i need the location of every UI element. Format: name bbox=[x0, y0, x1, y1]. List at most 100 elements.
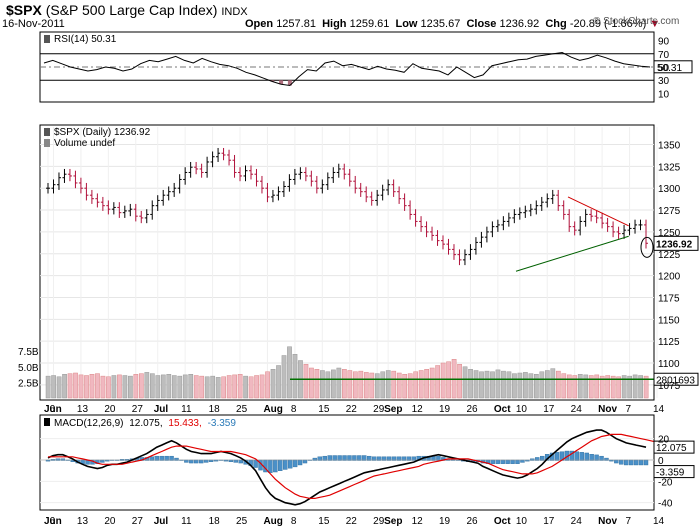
volume-bar bbox=[352, 371, 358, 399]
volume-bar bbox=[435, 365, 440, 399]
price-y-tick: 1225 bbox=[658, 250, 681, 261]
price-y-tick: 1150 bbox=[658, 315, 680, 326]
rsi-legend: RSI(14) 50.31 bbox=[44, 34, 117, 45]
low-label: Low bbox=[395, 18, 418, 30]
price-y-tick: 1250 bbox=[658, 228, 681, 239]
volume-bar bbox=[528, 373, 534, 399]
macd-histogram-bar bbox=[584, 452, 589, 461]
volume-bar bbox=[632, 374, 638, 399]
volume-bar bbox=[402, 374, 408, 399]
volume-bar bbox=[166, 374, 172, 399]
macd-histogram-bar bbox=[579, 452, 584, 461]
macd-histogram-bar bbox=[357, 455, 362, 461]
macd-histogram-bar bbox=[233, 459, 239, 463]
volume-bar bbox=[265, 371, 270, 399]
volume-bar bbox=[67, 373, 73, 399]
volume-bar bbox=[599, 375, 605, 399]
volume-bar bbox=[139, 373, 144, 399]
volume-bar bbox=[210, 375, 216, 399]
macd-y-tick: 20 bbox=[658, 435, 670, 446]
macd-x-tick: Nov bbox=[598, 516, 617, 527]
macd-legend-icon bbox=[44, 418, 50, 426]
price-x-tick: 6 bbox=[49, 404, 55, 415]
macd-legend-hist: -3.359 bbox=[208, 418, 237, 429]
price-x-tick: Sep bbox=[384, 404, 402, 415]
macd-x-tick: 22 bbox=[346, 516, 358, 527]
volume-bar bbox=[429, 367, 435, 399]
macd-histogram-bar bbox=[312, 457, 318, 461]
macd-histogram-bar bbox=[540, 455, 545, 461]
volume-bar bbox=[309, 367, 314, 399]
volume-bar bbox=[534, 374, 539, 399]
volume-bar bbox=[248, 376, 254, 399]
macd-x-tick: 8 bbox=[291, 516, 297, 527]
volume-bar bbox=[204, 376, 210, 399]
volume-bar bbox=[342, 369, 347, 399]
macd-legend-prefix: MACD(12,26,9) bbox=[54, 418, 123, 429]
volume-bar bbox=[407, 373, 413, 399]
macd-histogram-bar bbox=[371, 456, 377, 461]
macd-histogram-bar bbox=[184, 459, 189, 463]
price-y-tick: 1300 bbox=[658, 184, 681, 195]
volume-tick: 2.5B bbox=[18, 378, 39, 389]
rsi-last-value-box bbox=[653, 60, 693, 74]
macd-histogram-bar bbox=[347, 455, 352, 461]
price-x-tick: 14 bbox=[653, 404, 665, 415]
macd-histogram-bar bbox=[203, 459, 209, 463]
macd-histogram-bar bbox=[292, 459, 298, 468]
macd-x-tick: 13 bbox=[77, 516, 89, 527]
high-label: High bbox=[322, 18, 347, 30]
rsi-y-tick: 10 bbox=[658, 89, 670, 100]
price-legend: $SPX (Daily) 1236.92 Volume undef bbox=[44, 127, 151, 149]
volume-bar bbox=[577, 374, 583, 399]
volume-bar bbox=[479, 371, 484, 399]
macd-histogram-bar bbox=[535, 457, 540, 461]
volume-bar bbox=[506, 371, 512, 399]
macd-histogram-bar bbox=[510, 459, 515, 464]
price-y-tick: 1100 bbox=[658, 359, 680, 370]
volume-bar bbox=[193, 375, 199, 399]
volume-bar bbox=[495, 369, 501, 399]
price-x-tick: 19 bbox=[439, 404, 451, 415]
price-x-tick: 13 bbox=[77, 404, 89, 415]
price-y-tick: 1200 bbox=[658, 272, 681, 283]
volume-bar bbox=[380, 371, 386, 399]
rsi-y-tick: 90 bbox=[658, 37, 670, 48]
chg-value: -20.89 (-1.66%) bbox=[569, 18, 647, 30]
volume-bar bbox=[484, 370, 490, 399]
macd-histogram-bar bbox=[327, 455, 332, 461]
close-value: 1236.92 bbox=[499, 18, 540, 30]
volume-tick: 7.5B bbox=[18, 347, 39, 358]
volume-bar bbox=[144, 372, 150, 399]
macd-histogram-bar bbox=[228, 459, 234, 462]
volume-bar bbox=[424, 369, 430, 399]
macd-histogram-bar bbox=[500, 459, 505, 464]
macd-histogram-bar bbox=[391, 456, 397, 461]
volume-bar bbox=[418, 370, 424, 399]
macd-histogram-bar bbox=[253, 459, 258, 468]
macd-histogram-bar bbox=[60, 458, 66, 461]
macd-legend-text: MACD(12,26,9) 12.075, 15.433, -3.359 bbox=[54, 418, 236, 429]
price-legend-text: $SPX (Daily) 1236.92 bbox=[54, 127, 151, 138]
volume-bar bbox=[62, 374, 67, 399]
volume-bar bbox=[490, 371, 495, 399]
macd-histogram-bar bbox=[589, 454, 594, 461]
volume-bar bbox=[100, 375, 106, 399]
volume-bar bbox=[226, 375, 232, 399]
macd-histogram-bar bbox=[154, 455, 159, 461]
macd-x-tick: 6 bbox=[49, 516, 55, 527]
price-x-tick: Oct bbox=[494, 404, 511, 415]
volume-bar bbox=[221, 376, 227, 399]
trendline-support bbox=[515, 235, 629, 272]
price-y-tick: 1350 bbox=[658, 140, 681, 151]
open-value: 1257.81 bbox=[276, 18, 316, 30]
macd-histogram-bar bbox=[283, 459, 288, 470]
macd-histogram-bar bbox=[574, 451, 580, 461]
price-x-tick: Aug bbox=[263, 404, 282, 415]
macd-histogram-bar bbox=[614, 459, 619, 464]
volume-bar bbox=[638, 375, 643, 399]
last-price-value: 1236.92 bbox=[656, 239, 693, 250]
macd-x-tick: 10 bbox=[516, 516, 528, 527]
macd-histogram-bar bbox=[520, 459, 525, 463]
macd-histogram-bar bbox=[238, 459, 243, 464]
